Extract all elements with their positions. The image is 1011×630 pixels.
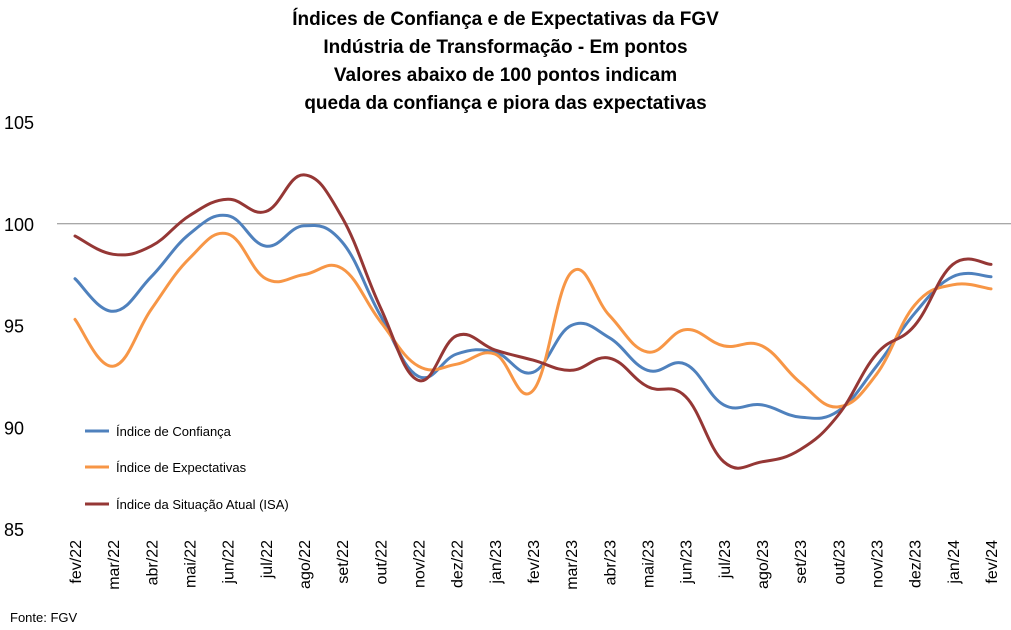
x-tick-label: mar/22 xyxy=(106,540,123,590)
series-line xyxy=(73,231,993,409)
chart-title: Índices de Confiança e de Expectativas d… xyxy=(0,6,1011,118)
x-tick-label: dez/22 xyxy=(450,540,467,588)
legend-label: Índice de Confiança xyxy=(116,424,232,439)
chart-title-line: Valores abaixo de 100 pontos indicam xyxy=(333,65,678,86)
x-tick-label: ago/23 xyxy=(755,540,772,589)
x-tick-label: jun/22 xyxy=(221,540,238,585)
x-tick-label: jan/23 xyxy=(488,540,505,585)
x-tick-label: mai/23 xyxy=(641,540,658,588)
x-tick-label: jan/24 xyxy=(946,540,963,585)
x-tick-label: dez/23 xyxy=(908,540,925,588)
source-note: Fonte: FGV xyxy=(10,610,78,625)
y-tick-label: 105 xyxy=(4,113,34,133)
legend: Índice de Confiança Índice de Expectativa… xyxy=(85,424,289,512)
y-tick-label: 90 xyxy=(4,418,24,438)
legend-label: Índice de Expectativas xyxy=(116,460,247,475)
x-tick-label: fev/23 xyxy=(526,540,543,584)
x-tick-label: abr/22 xyxy=(144,540,161,585)
x-tick-label: set/23 xyxy=(793,540,810,584)
x-tick-label: set/22 xyxy=(335,540,352,584)
x-tick-label: fev/22 xyxy=(68,540,85,584)
y-tick-label: 85 xyxy=(4,520,24,540)
x-tick-label: mai/22 xyxy=(183,540,200,588)
chart-title-line: Indústria de Transformação - Em pontos xyxy=(323,37,688,58)
x-tick-label: nov/23 xyxy=(870,540,887,588)
x-tick-label: fev/24 xyxy=(984,540,1001,584)
legend-label: Índice da Situação Atual (ISA) xyxy=(116,497,289,512)
x-tick-label: mar/23 xyxy=(564,540,581,590)
x-tick-label: jul/23 xyxy=(717,540,734,579)
y-tick-label: 100 xyxy=(4,215,34,235)
chart-title-line: Índices de Confiança e de Expectativas d… xyxy=(292,9,719,30)
x-tick-label: jun/23 xyxy=(679,540,696,585)
series-line xyxy=(73,173,993,470)
y-tick-label: 95 xyxy=(4,317,24,337)
x-tick-label: out/23 xyxy=(831,540,848,585)
chart-title-line: queda da confiança e piora das expectati… xyxy=(304,93,707,114)
x-axis: fev/22 mar/22 abr/22 mai/22 jun/22 jul/22 ago/… xyxy=(68,540,1001,590)
x-tick-label: ago/22 xyxy=(297,540,314,589)
series-line xyxy=(73,213,993,420)
x-tick-label: jul/22 xyxy=(259,540,276,579)
x-tick-label: out/22 xyxy=(373,540,390,585)
series-group xyxy=(73,173,993,470)
y-axis: 85 90 95 100 105 xyxy=(4,113,34,540)
x-tick-label: nov/22 xyxy=(412,540,429,588)
x-tick-label: abr/23 xyxy=(602,540,619,585)
